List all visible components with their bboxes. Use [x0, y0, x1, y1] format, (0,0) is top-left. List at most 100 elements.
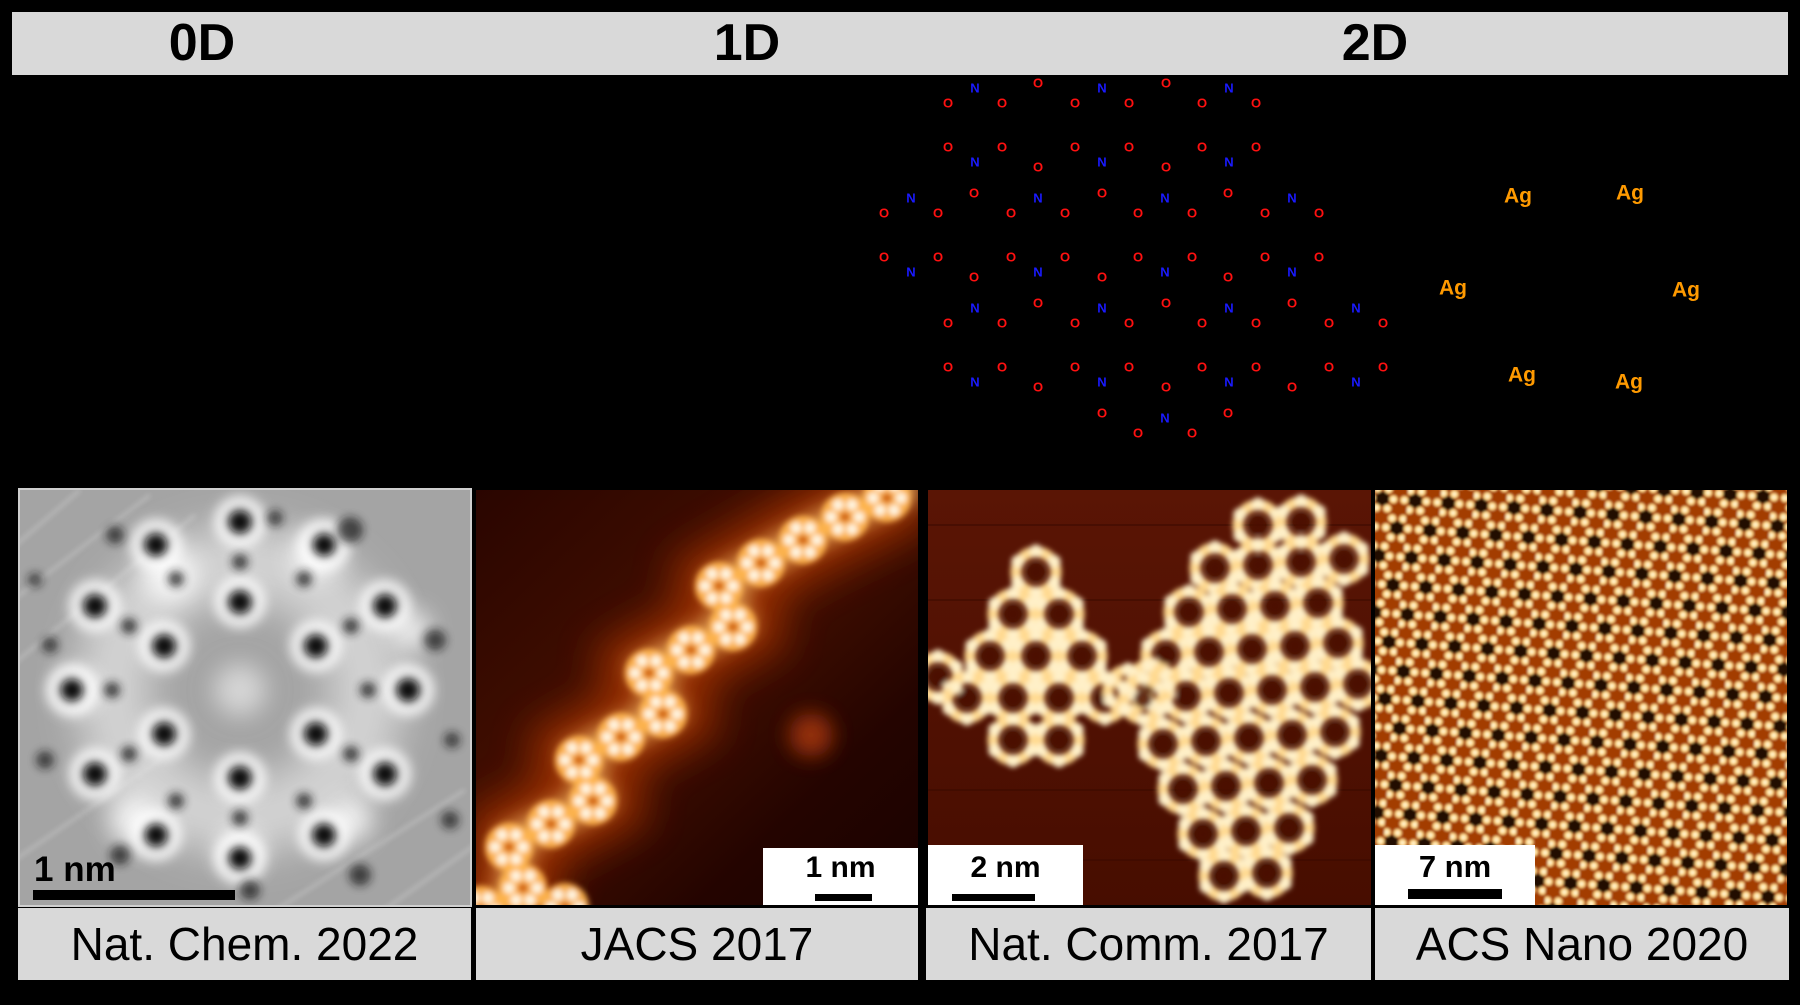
scale-bar [815, 894, 872, 901]
oxygen-atom-label: O [1286, 295, 1298, 311]
oxygen-atom-label: O [1259, 249, 1271, 265]
caption-text: ACS Nano 2020 [1415, 918, 1749, 970]
caption-text: Nat. Comm. 2017 [968, 918, 1329, 970]
scale-bar [33, 890, 235, 900]
caption-jacs-2017: JACS 2017 [476, 908, 918, 980]
nitrogen-atom-label: N [1097, 300, 1107, 316]
oxygen-atom-label: O [942, 95, 954, 111]
stm-2d-network-texture [928, 490, 1371, 905]
oxygen-atom-label: O [1069, 315, 1081, 331]
oxygen-atom-label: O [932, 249, 944, 265]
caption-acs-nano-2020: ACS Nano 2020 [1375, 908, 1789, 980]
caption-nat-comm-2017: Nat. Comm. 2017 [926, 908, 1371, 980]
scale-label-7nm: 7 nm [1418, 849, 1492, 884]
oxygen-atom-label: O [1196, 139, 1208, 155]
oxygen-atom-label: O [1123, 139, 1135, 155]
nitrogen-atom-label: N [906, 264, 916, 280]
oxygen-atom-label: O [1313, 249, 1325, 265]
caption-text: Nat. Chem. 2022 [70, 918, 419, 970]
oxygen-atom-label: O [1069, 139, 1081, 155]
oxygen-atom-label: O [1222, 405, 1234, 421]
oxygen-atom-label: O [1123, 359, 1135, 375]
nitrogen-atom-label: N [1224, 80, 1234, 96]
oxygen-atom-label: O [1186, 249, 1198, 265]
oxygen-atom-label: O [1250, 359, 1262, 375]
nitrogen-atom-label: N [1097, 154, 1107, 170]
nitrogen-atom-label: N [1351, 374, 1361, 390]
silver-atom-label: Ag [1615, 370, 1643, 394]
nitrogen-atom-label: N [970, 300, 980, 316]
scale-label-1nm: 1 nm [34, 850, 116, 889]
oxygen-atom-label: O [1069, 95, 1081, 111]
caption-text: JACS 2017 [580, 918, 814, 970]
oxygen-atom-label: O [1186, 425, 1198, 441]
oxygen-atom-label: O [1096, 185, 1108, 201]
caption-nat-chem-2022: Nat. Chem. 2022 [18, 908, 471, 980]
oxygen-atom-label: O [1286, 379, 1298, 395]
silver-atom-label: Ag [1616, 181, 1644, 205]
oxygen-atom-label: O [1196, 95, 1208, 111]
scale-label-2nm: 2 nm [970, 851, 1041, 884]
nitrogen-atom-label: N [1160, 190, 1170, 206]
oxygen-atom-label: O [1096, 269, 1108, 285]
nitrogen-atom-label: N [1097, 374, 1107, 390]
dimension-label-1d: 1D [713, 14, 781, 72]
oxygen-atom-label: O [996, 95, 1008, 111]
oxygen-atom-label: O [1323, 315, 1335, 331]
nitrogen-atom-label: N [1033, 264, 1043, 280]
stm-image-2d-network: 2 nm [928, 490, 1371, 905]
nitrogen-atom-label: N [1160, 264, 1170, 280]
nitrogen-atom-label: N [1097, 80, 1107, 96]
oxygen-atom-label: O [1160, 159, 1172, 175]
nitrogen-atom-label: N [1033, 190, 1043, 206]
oxygen-atom-label: O [878, 249, 890, 265]
oxygen-atom-label: O [942, 139, 954, 155]
oxygen-atom-label: O [968, 185, 980, 201]
scale-bar [1408, 889, 1502, 899]
stm-image-1d: 1 nm [476, 490, 918, 905]
oxygen-atom-label: O [1032, 159, 1044, 175]
stm-image-0d: 1 nm [18, 488, 472, 907]
silver-atom-label: Ag [1508, 363, 1536, 387]
oxygen-atom-label: O [1096, 405, 1108, 421]
oxygen-atom-label: O [1222, 185, 1234, 201]
oxygen-atom-label: O [1250, 315, 1262, 331]
oxygen-atom-label: O [1196, 315, 1208, 331]
nitrogen-atom-label: N [1224, 300, 1234, 316]
oxygen-atom-label: O [942, 359, 954, 375]
oxygen-atom-label: O [996, 315, 1008, 331]
oxygen-atom-label: O [1259, 205, 1271, 221]
scale-box: 2 nm [928, 845, 1083, 905]
oxygen-atom-label: O [1132, 249, 1144, 265]
oxygen-atom-label: O [996, 359, 1008, 375]
oxygen-atom-label: O [1059, 249, 1071, 265]
nitrogen-atom-label: N [970, 374, 980, 390]
stm-2d-lattice-texture [1375, 490, 1787, 905]
stm-1d-texture [476, 490, 918, 905]
nitrogen-atom-label: N [1224, 374, 1234, 390]
nitrogen-atom-label: N [906, 190, 916, 206]
dimension-header-bar: 0D 1D 2D [12, 12, 1788, 75]
oxygen-atom-label: O [1377, 315, 1389, 331]
oxygen-atom-label: O [1032, 379, 1044, 395]
oxygen-atom-label: O [1032, 295, 1044, 311]
oxygen-atom-label: O [1250, 139, 1262, 155]
nitrogen-atom-label: N [1287, 264, 1297, 280]
oxygen-atom-label: O [996, 139, 1008, 155]
oxygen-atom-label: O [1186, 205, 1198, 221]
stm-0d-texture [20, 490, 470, 905]
silver-atom-label: Ag [1439, 276, 1467, 300]
oxygen-atom-label: O [1196, 359, 1208, 375]
oxygen-atom-label: O [1069, 359, 1081, 375]
oxygen-atom-label: O [932, 205, 944, 221]
nitrogen-atom-label: N [1160, 410, 1170, 426]
scale-label-1nm: 1 nm [805, 851, 876, 884]
nitrogen-atom-label: N [1287, 190, 1297, 206]
nitrogen-atom-label: N [1351, 300, 1361, 316]
oxygen-atom-label: O [1059, 205, 1071, 221]
scale-box: 1 nm [763, 848, 918, 905]
oxygen-atom-label: O [968, 269, 980, 285]
silver-atom-label: Ag [1504, 184, 1532, 208]
oxygen-atom-label: O [1160, 379, 1172, 395]
